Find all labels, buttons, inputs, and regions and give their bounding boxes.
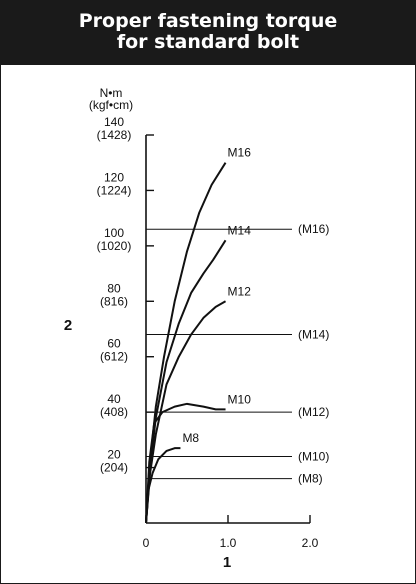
x-tick-label: 0 [143, 536, 150, 550]
y-unit-label: N•m [100, 86, 123, 100]
y-tick-sublabel: (1020) [97, 239, 132, 253]
y-tick-sublabel: (408) [100, 405, 128, 419]
y-tick-sublabel: (1224) [97, 183, 132, 197]
y-axis-marker: 2 [64, 317, 72, 334]
y-unit-sub-label: (kgf•cm) [89, 98, 133, 112]
x-axis-marker: 1 [223, 554, 231, 571]
series-line [145, 239, 227, 524]
x-tick-label: 2.0 [302, 536, 319, 550]
threshold-label: (M12) [298, 405, 329, 419]
y-tick-label: 80 [107, 281, 121, 295]
y-tick-label: 40 [107, 392, 121, 406]
y-tick-label: 100 [104, 226, 124, 240]
series-line [145, 447, 181, 524]
series-line [145, 402, 226, 524]
chart-title-banner: Proper fastening torque for standard bol… [1, 1, 415, 65]
threshold-label: (M14) [298, 328, 329, 342]
y-tick-sublabel: (204) [100, 461, 128, 475]
series-label: M12 [228, 284, 252, 298]
chart-title-line1: Proper fastening torque [78, 10, 338, 32]
x-tick-label: 1.0 [220, 536, 237, 550]
y-tick-label: 20 [107, 448, 121, 462]
series-label: M16 [228, 146, 252, 160]
y-tick-sublabel: (1428) [97, 128, 132, 142]
series-label: M10 [228, 392, 252, 406]
y-tick-sublabel: (612) [100, 350, 128, 364]
y-tick-label: 60 [107, 337, 121, 351]
series-line [145, 300, 227, 524]
series-label: M14 [228, 223, 252, 237]
threshold-label: (M10) [298, 449, 329, 463]
y-tick-label: 140 [104, 115, 124, 129]
chart-title-line2: for standard bolt [116, 31, 300, 53]
plot-area: 20(204) 40(408) 60(612) 80(816) 100(1020) 120… [97, 115, 330, 550]
threshold-label: (M16) [298, 222, 329, 236]
series-label: M8 [182, 431, 199, 445]
threshold-label: (M8) [298, 472, 323, 486]
y-tick-sublabel: (816) [100, 294, 128, 308]
y-tick-label: 120 [104, 170, 124, 184]
